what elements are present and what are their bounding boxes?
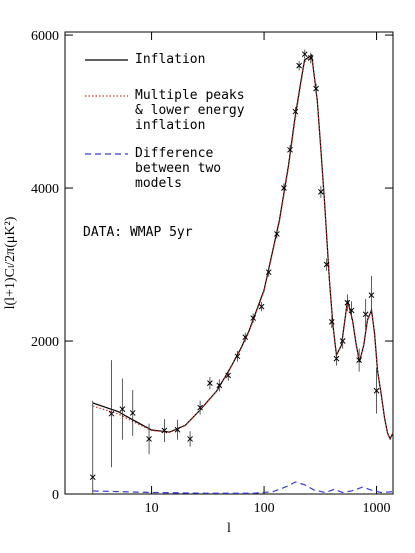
data-point [313, 85, 319, 92]
data-point [373, 387, 380, 394]
data-point [328, 319, 335, 325]
data-point [89, 474, 96, 481]
legend-label: Multiple peaks & lower energy inflation [135, 88, 245, 133]
data-point [323, 261, 330, 268]
series-line [92, 481, 394, 494]
data-point [216, 382, 223, 389]
data-point [119, 406, 126, 412]
data-point [368, 292, 375, 298]
y-tick-label: 4000 [31, 182, 59, 197]
data-point [161, 427, 168, 434]
data-point [296, 62, 302, 69]
y-tick-label: 2000 [31, 335, 59, 350]
data-point [344, 299, 351, 306]
y-tick-label: 6000 [31, 29, 59, 44]
x-tick-label: 1000 [363, 501, 391, 516]
data-point [274, 231, 280, 237]
y-tick-label: 0 [52, 488, 59, 503]
data-point [265, 269, 272, 276]
data-point [187, 436, 193, 442]
data-point [307, 55, 314, 61]
data-point [281, 185, 287, 191]
data-point [242, 334, 249, 341]
x-axis-label: l [227, 521, 231, 536]
legend-label: Inflation [135, 52, 206, 67]
data-point [292, 108, 299, 115]
data-point [333, 355, 340, 362]
data-point [234, 353, 241, 360]
data-point [301, 51, 308, 58]
x-tick-label: 10 [145, 501, 159, 516]
data-point [174, 426, 181, 433]
data-point [339, 338, 346, 344]
legend-label: Difference between two models [135, 146, 222, 191]
data-point [250, 315, 257, 321]
y-axis-label: l(l+1)Cₗ/2π(μK²) [3, 216, 18, 309]
data-point [146, 436, 152, 442]
data-point [318, 189, 324, 195]
annotation: DATA: WMAP 5yr [83, 225, 193, 240]
data-point [356, 357, 362, 363]
data-point [207, 380, 213, 386]
data-point [225, 372, 232, 379]
x-tick-label: 100 [254, 501, 275, 516]
plot-frame [64, 31, 394, 495]
data-point [197, 404, 203, 411]
data-point [348, 307, 355, 314]
data-point [362, 311, 369, 318]
data-point [129, 410, 136, 416]
data-point [108, 410, 115, 417]
data-point [258, 303, 265, 310]
data-point [287, 146, 293, 153]
